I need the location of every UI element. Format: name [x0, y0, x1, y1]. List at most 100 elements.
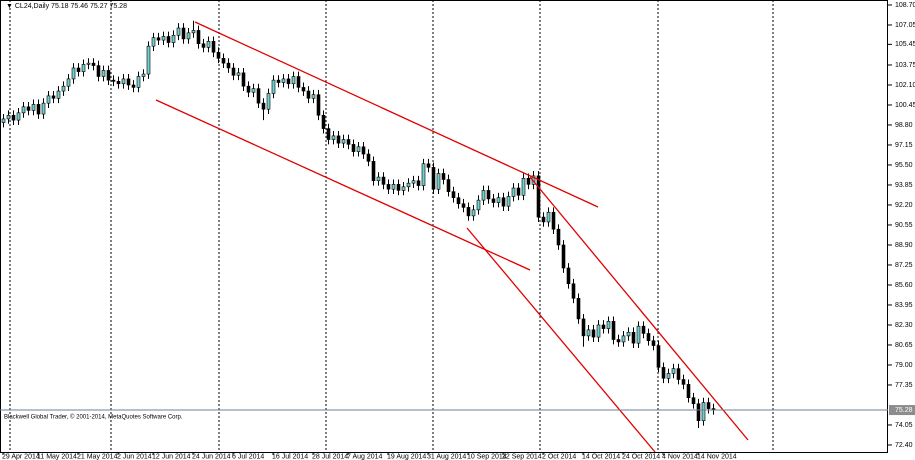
candle-body [191, 30, 196, 34]
candle-body [436, 173, 441, 190]
candle-body [511, 187, 516, 197]
candle-body [151, 37, 156, 47]
candle-body [126, 78, 131, 86]
period-separators [9, 0, 774, 452]
candle-body [251, 88, 256, 93]
x-tick-label: 2 Jun 2014 [117, 453, 152, 460]
candle-body [571, 283, 576, 299]
candle-body [431, 167, 436, 190]
candle-body [246, 85, 251, 93]
y-tick-label: 74.05 [895, 422, 913, 429]
y-tick-label: 108.70 [895, 2, 915, 9]
candle-body [411, 180, 416, 184]
candle-body [691, 397, 696, 405]
candle-body [36, 104, 41, 115]
candle-body [476, 199, 481, 211]
candle-body [296, 76, 301, 88]
x-tick-label: 10 Sep 2014 [467, 453, 507, 460]
x-tick-label: 12 Jun 2014 [152, 453, 191, 460]
candle-body [156, 37, 161, 41]
candle-body [26, 106, 31, 111]
footer: Blackwell Global Trader, © 2001-2014, Me… [4, 414, 183, 421]
candle-body [276, 79, 281, 83]
candle-body [491, 198, 496, 203]
candle-body [176, 27, 181, 36]
candle-body [681, 379, 686, 385]
candles [1, 20, 716, 428]
candle-body [86, 62, 91, 65]
candle-body [16, 112, 21, 121]
candle-body [291, 76, 296, 85]
candle-body [581, 318, 586, 337]
candle-body [386, 184, 391, 190]
y-tick-label: 93.85 [895, 182, 913, 189]
candle-body [451, 191, 456, 198]
y-tick-label: 92.20 [895, 202, 913, 209]
x-tick-label: 22 Sep 2014 [502, 453, 542, 460]
candle-body [656, 345, 661, 368]
y-tick-label: 83.95 [895, 302, 913, 309]
candle-body [286, 78, 291, 85]
trend-line [466, 227, 656, 453]
candle-body [636, 325, 641, 344]
candle-body [461, 203, 466, 208]
candle-body [686, 384, 691, 398]
candle-body [136, 76, 141, 88]
y-tick-label: 97.15 [895, 142, 913, 149]
x-tick-label: 4 Nov 2014 [662, 453, 698, 460]
candle-body [271, 79, 276, 94]
candle-body [536, 175, 541, 218]
candle-body [341, 139, 346, 144]
candle-body [1, 118, 6, 123]
y-tick-label: 77.35 [895, 382, 913, 389]
candle-body [506, 196, 511, 207]
candle-body [356, 146, 361, 152]
candle-body [221, 58, 226, 64]
candle-body [331, 135, 336, 140]
candle-body [306, 90, 311, 99]
x-tick-label: 14 Oct 2014 [582, 453, 620, 460]
y-tick-label: 85.60 [895, 282, 913, 289]
candle-body [66, 78, 71, 87]
candle-body [266, 93, 271, 110]
candle-body [671, 368, 676, 374]
y-tick-label: 79.00 [895, 362, 913, 369]
x-tick-label: 16 Jul 2014 [272, 453, 308, 460]
candle-body [441, 173, 446, 180]
candle-body [611, 321, 616, 340]
candle-body [376, 176, 381, 182]
candle-body [21, 106, 26, 114]
candle-body [466, 207, 471, 217]
plot-frame [0, 0, 888, 453]
candle-body [31, 104, 36, 111]
candle-body [391, 184, 396, 190]
x-tick-label: 28 Jul 2014 [312, 453, 348, 460]
candle-body [551, 211, 556, 230]
candle-body [381, 176, 386, 185]
y-tick-label: 87.25 [895, 262, 913, 269]
candle-body [516, 187, 521, 196]
candle-body [421, 163, 426, 186]
candle-body [706, 402, 711, 409]
candle-body [521, 178, 526, 196]
candle-body [546, 211, 551, 223]
candle-body [651, 340, 656, 346]
candle-body [71, 67, 76, 80]
x-tick-label: 21 May 2014 [77, 453, 118, 460]
candle-body [566, 267, 571, 285]
candle-body [416, 180, 421, 186]
candle-body [231, 67, 236, 76]
candle-body [161, 36, 166, 41]
x-tick-label: 2 Oct 2014 [542, 453, 576, 460]
x-tick-label: 19 Aug 2014 [387, 453, 426, 460]
candle-body [131, 84, 136, 88]
candle-body [111, 79, 116, 82]
candle-body [576, 298, 581, 320]
y-tick-label: 102.10 [895, 82, 915, 89]
candle-body [61, 85, 66, 92]
candle-body [426, 163, 431, 168]
candle-body [326, 128, 331, 140]
y-tick-label: 82.30 [895, 322, 913, 329]
